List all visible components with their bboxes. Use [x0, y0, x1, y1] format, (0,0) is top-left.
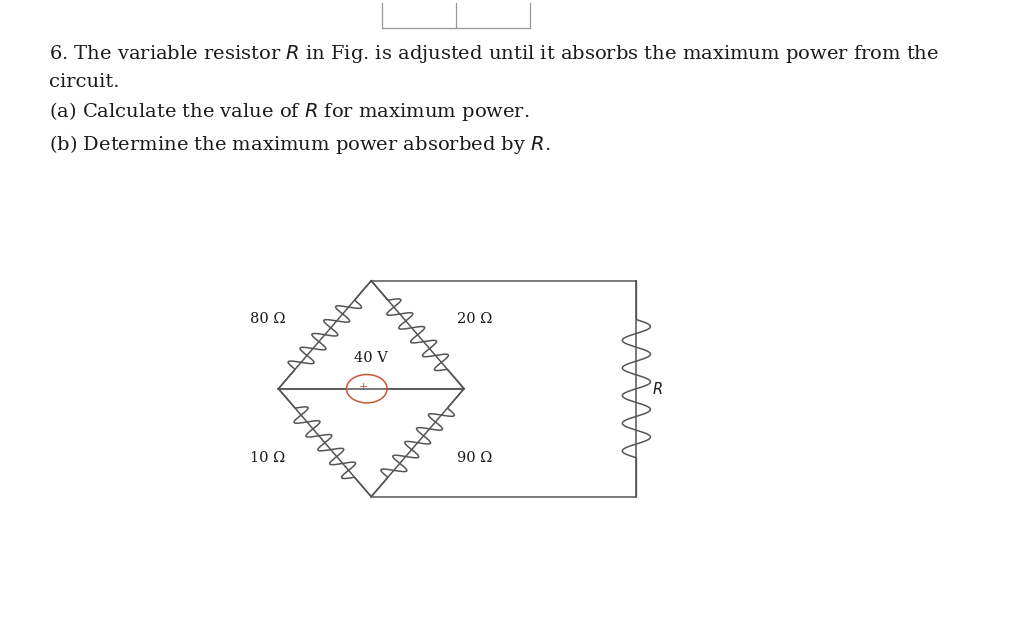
Text: 80 Ω: 80 Ω	[250, 312, 285, 326]
Text: $R$: $R$	[652, 381, 664, 397]
Text: 90 Ω: 90 Ω	[458, 451, 493, 465]
Text: 40 V: 40 V	[354, 351, 388, 365]
Text: 20 Ω: 20 Ω	[458, 312, 493, 326]
Text: 10 Ω: 10 Ω	[250, 451, 285, 465]
Text: +: +	[358, 382, 368, 392]
Text: 6. The variable resistor $R$ in Fig. is adjusted until it absorbs the maximum po: 6. The variable resistor $R$ in Fig. is …	[48, 43, 939, 155]
